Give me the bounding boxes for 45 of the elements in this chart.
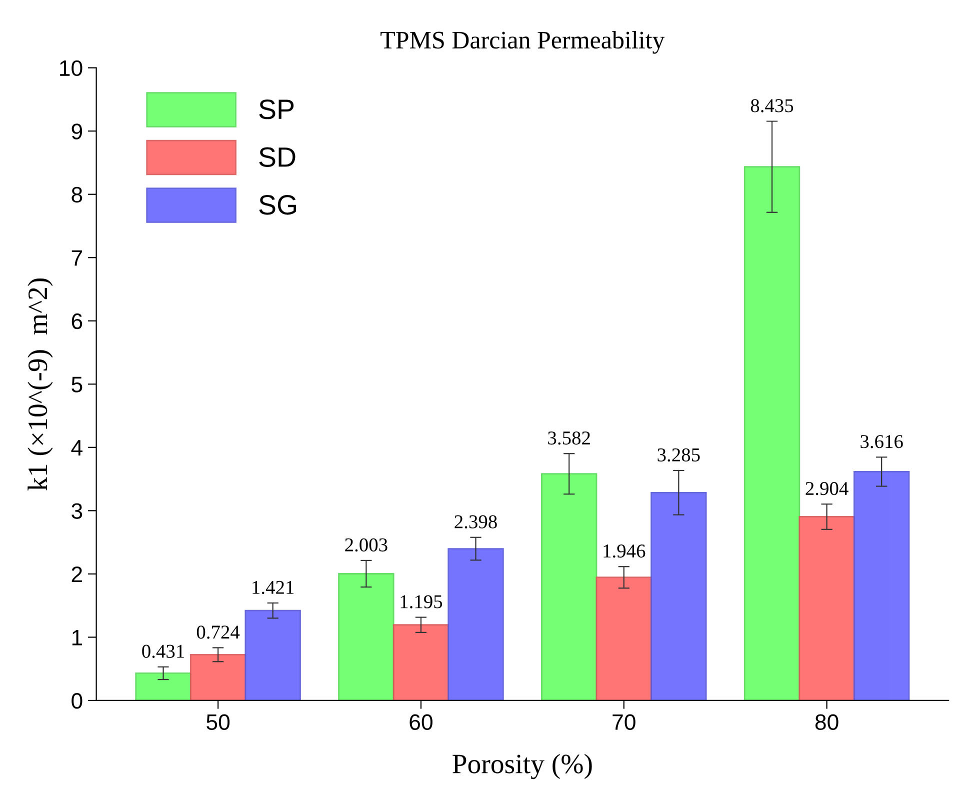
x-tick-label: 60 (410, 714, 432, 730)
legend-label: SD (259, 147, 296, 167)
y-tick-label: 9 (72, 124, 82, 140)
data-label: 2.003 (345, 538, 388, 552)
data-label: 8.435 (750, 99, 794, 112)
bar (744, 166, 800, 700)
x-tick-label: 80 (815, 714, 838, 730)
data-label: 3.285 (658, 448, 700, 462)
y-tick-label: 10 (60, 60, 82, 76)
bar (338, 573, 394, 700)
data-label: 3.582 (548, 431, 590, 445)
x-axis-title: Porosity (%) (452, 754, 592, 780)
data-label: 1.946 (604, 544, 646, 558)
bar (596, 576, 652, 700)
bar (392, 624, 450, 700)
y-tick-label: 3 (72, 503, 82, 519)
y-axis-title: k1 (×10^(-9) m^2) (28, 278, 53, 490)
data-label: 3.616 (860, 435, 903, 448)
bar (541, 473, 598, 700)
data-label: 2.904 (806, 482, 848, 496)
legend-label: SP (259, 100, 294, 120)
data-label: 1.195 (400, 595, 442, 608)
y-tick-label: 2 (72, 566, 82, 582)
bar (190, 654, 246, 700)
bar (854, 471, 910, 700)
data-label: 1.421 (252, 580, 294, 594)
y-tick-label: 1 (72, 630, 82, 646)
data-label: 2.398 (454, 515, 497, 528)
y-tick-label: 6 (72, 313, 82, 330)
y-tick-label: 0 (72, 693, 82, 709)
y-tick-label: 8 (72, 186, 82, 203)
bar (135, 672, 192, 700)
y-tick-label: 5 (72, 376, 82, 392)
x-tick-label: 50 (206, 714, 230, 730)
data-label: 0.724 (196, 626, 240, 639)
bar (650, 492, 707, 700)
y-tick-label: 4 (71, 440, 82, 456)
bar (448, 548, 504, 700)
chart-title: TPMS Darcian Permeability (380, 30, 665, 54)
data-label: 0.431 (142, 644, 184, 658)
bar (244, 610, 301, 700)
y-tick-label: 7 (72, 250, 82, 266)
x-tick-label: 70 (612, 714, 636, 730)
legend-label: SG (259, 195, 296, 215)
bar (798, 516, 855, 700)
